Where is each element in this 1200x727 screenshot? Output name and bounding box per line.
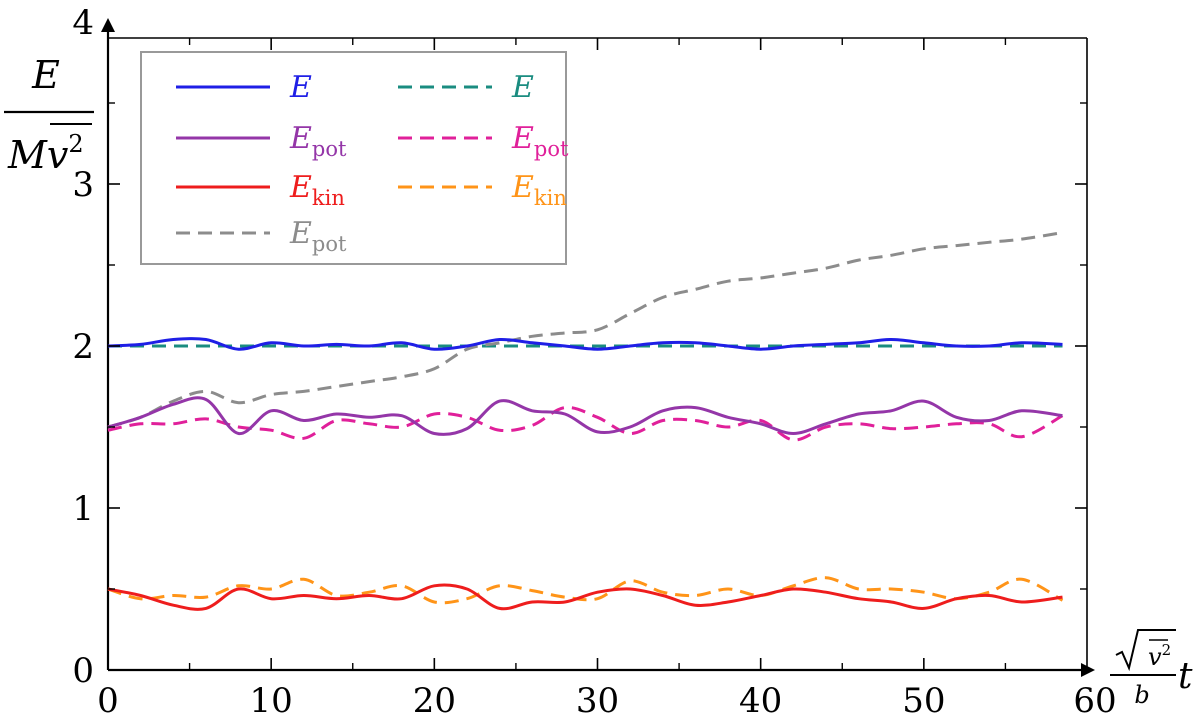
y-tick-label: 2 (72, 327, 94, 367)
x-tick-label: 30 (576, 681, 619, 721)
y-tick-label: 4 (72, 3, 94, 43)
legend-label: Ekin (289, 170, 345, 210)
x-axis-label-radicand: v2 (1148, 641, 1171, 671)
x-axis-label: v2 b t (1110, 629, 1193, 709)
x-tick-label: 60 (1073, 681, 1116, 721)
x-axis-label-radical (1115, 629, 1176, 672)
y-axis-label-numerator: E (31, 53, 60, 97)
x-tick-label: 10 (250, 681, 293, 721)
y-tick-label: 0 (72, 651, 94, 691)
legend-entry: E (398, 70, 534, 105)
series-line-0 (107, 337, 1063, 351)
series-line-2 (107, 396, 1063, 436)
legend-entry: Ekin (176, 170, 345, 210)
legend-entry: Epot (398, 121, 569, 161)
legend-entry: E (176, 70, 312, 105)
legend-label: Epot (289, 121, 347, 161)
legend-entry: Ekin (398, 170, 567, 210)
legend-entry: Epot (176, 121, 347, 161)
x-tick-label: 50 (902, 681, 945, 721)
series-line-3 (107, 405, 1064, 442)
x-tick-label: 0 (97, 681, 119, 721)
x-axis-label-denominator: b (1134, 681, 1149, 709)
legend-label: E (511, 70, 534, 105)
series-line-5 (107, 576, 1064, 605)
series-layer (107, 231, 1064, 611)
legend-entry: Epot (176, 216, 347, 256)
legend-label: E (289, 70, 312, 105)
legend-label: Ekin (511, 170, 567, 210)
x-axis-label-variable: t (1178, 656, 1193, 697)
y-axis-label: E Mv2 (4, 53, 94, 177)
ticks-layer: 0 10 20 30 40 50 60 0 1 2 3 4 (72, 3, 1116, 721)
x-tick-label: 40 (739, 681, 782, 721)
y-axis-arrow (101, 18, 115, 32)
x-axis-arrow (1081, 663, 1095, 677)
legend-label: Epot (289, 216, 347, 256)
series-line-4 (107, 583, 1063, 611)
y-axis-label-denominator: Mv2 (7, 130, 84, 177)
series-line-6 (107, 231, 1063, 429)
y-tick-label: 1 (72, 489, 94, 529)
legend-label: Epot (511, 121, 569, 161)
x-tick-label: 20 (413, 681, 456, 721)
legend: E E Epot Epot Ekin Ekin Epot (140, 51, 569, 265)
y-tick-label: 3 (72, 165, 94, 205)
